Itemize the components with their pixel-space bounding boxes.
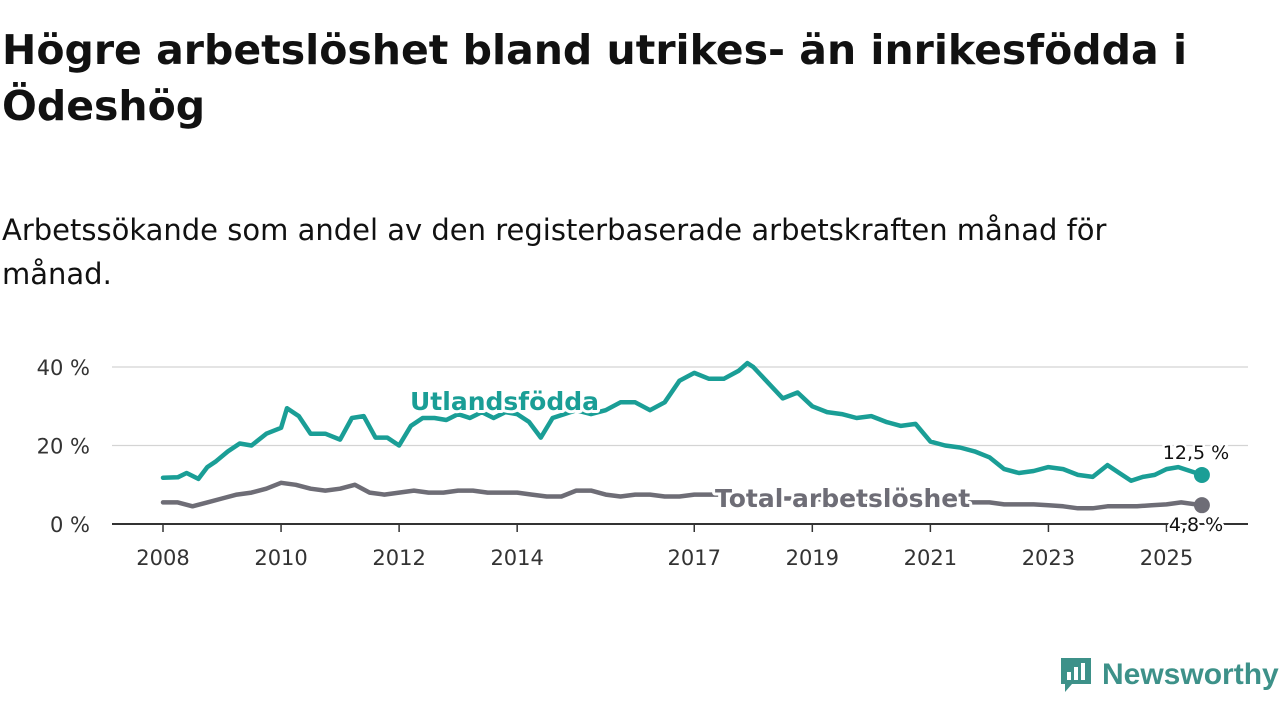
end-value-label-total: 4,8 % [1169, 514, 1223, 536]
series-line-total [160, 480, 1205, 511]
x-tick-label: 2012 [372, 546, 425, 570]
series-label-total: Total arbetslöshet [715, 484, 970, 513]
y-tick-label: 20 % [37, 435, 90, 459]
series-line-utlandsfodda [160, 360, 1205, 484]
x-tick-label: 2010 [254, 546, 307, 570]
end-point-utlandsfodda [1193, 466, 1210, 483]
x-tick-label: 2019 [786, 546, 839, 570]
y-tick-label: 0 % [50, 513, 90, 537]
gridlines [112, 366, 1248, 525]
x-tick-label: 2021 [904, 546, 957, 570]
brand-name: Newsworthy [1102, 658, 1279, 691]
newsworthy-icon [1061, 658, 1091, 692]
end-point-total [1193, 497, 1210, 514]
series-label-utlandsfodda: Utlandsfödda [410, 387, 599, 416]
chart-title: Högre arbetslöshet bland utrikes- än inr… [2, 26, 1187, 130]
end-value-label-utlandsfodda: 12,5 % [1163, 442, 1229, 464]
x-tick-label: 2025 [1140, 546, 1193, 570]
y-tick-label: 40 % [37, 356, 90, 380]
y-axis-ticks: 0 % 20 % 40 % [37, 356, 90, 537]
x-tick-label: 2023 [1022, 546, 1075, 570]
x-tick-label: 2017 [668, 546, 721, 570]
x-tick-label: 2014 [490, 546, 543, 570]
chart-subtitle: Arbetssökande som andel av den registerb… [2, 213, 1107, 291]
x-axis-ticks: 2008 2010 2012 2014 2017 2019 2021 2023 2025 [136, 524, 1193, 570]
brand-logo: Newsworthy [1058, 654, 1279, 696]
x-tick-label: 2008 [136, 546, 189, 570]
series-labels: Utlandsfödda Total arbetslöshet 12,5 % 4,8 … [407, 384, 1232, 539]
series-lines [160, 360, 1210, 514]
